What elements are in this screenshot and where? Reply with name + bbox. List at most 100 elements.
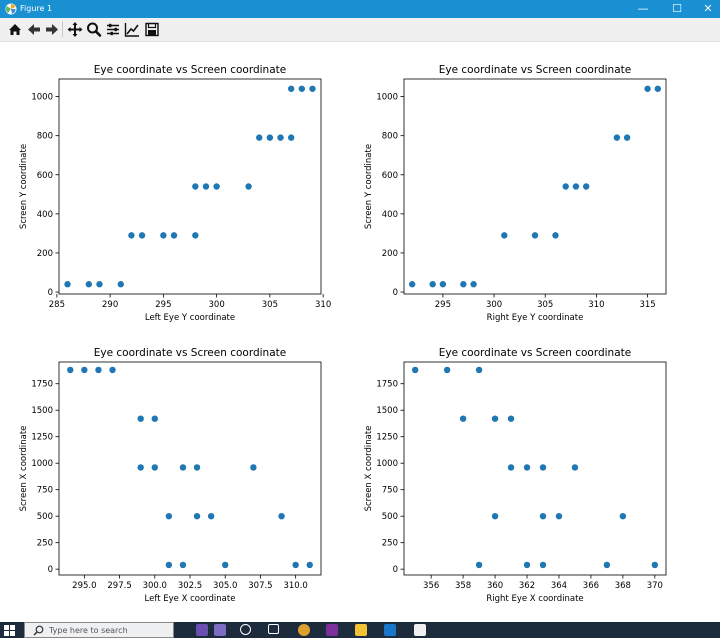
x-axis-label: Right Eye X coordinate: [486, 594, 583, 604]
scatter-point: [309, 85, 316, 92]
teams-icon[interactable]: [196, 624, 208, 636]
window-titlebar: Figure 1 — ☐ ✕: [0, 0, 720, 18]
y-tick-label: 250: [382, 539, 398, 549]
scatter-point: [411, 366, 419, 374]
y-tick-label: 200: [382, 249, 398, 259]
scatter-point: [644, 85, 651, 92]
x-tick-label: 370: [647, 581, 663, 591]
scatter-point: [222, 561, 229, 569]
chart-title: Eye coordinate vs Screen coordinate: [439, 64, 631, 76]
window-title: Figure 1: [20, 4, 53, 13]
windows-start-icon[interactable]: [4, 625, 15, 636]
x-tick-label: 356: [423, 581, 439, 591]
search-icon: [33, 625, 44, 636]
scatter-point: [439, 281, 447, 288]
taskbar-search-box[interactable]: Type here to search: [24, 622, 174, 638]
scatter-point: [193, 464, 201, 471]
y-tick-label: 0: [48, 288, 53, 298]
scatter-point: [651, 561, 659, 569]
x-axis-label: Left Eye Y coordinate: [145, 313, 235, 323]
scatter-point: [266, 134, 274, 141]
scatter-point: [81, 366, 88, 374]
scatter-point: [470, 281, 477, 288]
figure-canvas[interactable]: 285 290 295 300 305 310 0 200 400 600 800 1000 Eye c…: [0, 42, 720, 620]
y-tick-label: 800: [37, 132, 53, 142]
maximize-button[interactable]: ☐: [672, 2, 682, 15]
scatter-point: [475, 561, 483, 569]
onenote-icon[interactable]: [326, 624, 338, 636]
scatter-point: [523, 561, 531, 569]
python-figure-icon[interactable]: [414, 624, 426, 636]
vscode-icon[interactable]: [384, 624, 396, 636]
forward-icon[interactable]: [43, 20, 61, 39]
toolbar-separator: [62, 21, 63, 37]
scatter-point: [491, 512, 499, 520]
back-icon[interactable]: [25, 20, 43, 39]
y-tick-label: 1000: [31, 93, 53, 103]
task-view-app-icon[interactable]: [214, 624, 226, 636]
close-button[interactable]: ✕: [703, 2, 713, 15]
scatter-point: [555, 512, 563, 520]
scatter-point: [582, 183, 590, 190]
y-axis-label: Screen X coordinate: [364, 426, 374, 512]
y-tick-label: 1500: [376, 406, 398, 416]
chrome-icon[interactable]: [298, 624, 310, 636]
scatter-point: [475, 366, 483, 374]
x-tick-label: 364: [551, 581, 567, 591]
x-tick-label: 305: [262, 300, 278, 310]
scatter-point: [165, 561, 173, 569]
scatter-point: [459, 415, 467, 422]
subplot-2: 295 300 305 310 315 0 200 400 600 800 1000 Eye coor…: [364, 64, 667, 323]
scatter-point: [552, 232, 559, 239]
x-tick-label: 300: [486, 300, 502, 310]
home-icon[interactable]: [6, 20, 24, 39]
scatter-point: [539, 561, 547, 569]
edit-axis-icon[interactable]: [123, 20, 141, 39]
chart-title: Eye coordinate vs Screen coordinate: [439, 347, 631, 359]
minimize-button[interactable]: —: [637, 2, 649, 15]
scatter-point: [539, 464, 547, 471]
subplot-3: 295.0 297.5 300.0 302.5 305.0 307.5 310.0 0 250 5…: [19, 347, 322, 604]
x-tick-label: 305: [537, 300, 553, 310]
file-explorer-icon[interactable]: [355, 624, 367, 636]
scatter-point: [192, 232, 199, 239]
scatter-point: [67, 366, 74, 374]
scatter-point: [572, 183, 580, 190]
x-tick-label: 366: [583, 581, 599, 591]
y-tick-label: 200: [37, 249, 53, 259]
scatter-point: [85, 281, 93, 288]
y-axis-label: Screen X coordinate: [19, 426, 29, 512]
windows-taskbar: Type here to search: [0, 622, 720, 638]
scatter-point: [619, 512, 627, 520]
y-tick-label: 0: [393, 565, 398, 575]
x-tick-label: 362: [519, 581, 535, 591]
pan-icon[interactable]: [66, 20, 84, 39]
scatter-point: [571, 464, 579, 471]
scatter-point: [165, 512, 173, 520]
navigation-toolbar: [0, 18, 720, 42]
cortana-icon[interactable]: [240, 624, 251, 635]
task-view-icon[interactable]: [268, 624, 279, 634]
y-tick-label: 1000: [31, 459, 53, 469]
scatter-point: [491, 415, 499, 422]
x-tick-label: 358: [455, 581, 471, 591]
x-tick-label: 295: [435, 300, 451, 310]
y-tick-label: 600: [382, 171, 398, 181]
x-axis-label: Left Eye X coordinate: [145, 594, 236, 604]
scatter-point: [207, 512, 215, 520]
scatter-point: [654, 85, 662, 92]
scatter-point: [193, 512, 201, 520]
search-placeholder: Type here to search: [49, 626, 128, 635]
y-tick-label: 0: [48, 565, 53, 575]
x-tick-label: 302.5: [178, 581, 202, 591]
save-icon[interactable]: [143, 20, 161, 39]
scatter-point: [117, 281, 124, 288]
scatter-point: [277, 134, 284, 141]
y-tick-label: 750: [37, 486, 53, 496]
y-tick-label: 0: [393, 288, 398, 298]
configure-subplots-icon[interactable]: [104, 20, 122, 39]
scatter-point: [179, 561, 187, 569]
scatter-point: [287, 85, 295, 92]
zoom-icon[interactable]: [85, 20, 103, 39]
scatter-point: [306, 561, 313, 569]
